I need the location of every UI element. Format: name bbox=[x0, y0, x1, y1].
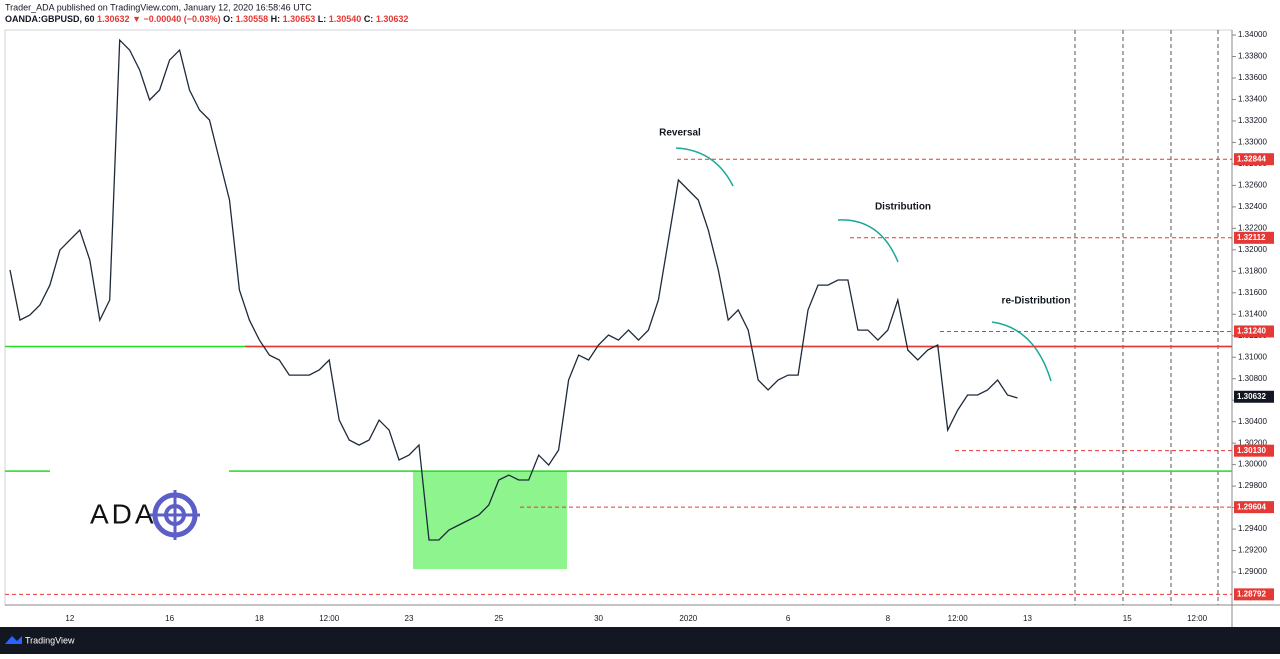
y-tick-label: 1.33200 bbox=[1238, 116, 1267, 125]
y-tick-label: 1.30800 bbox=[1238, 374, 1267, 383]
y-tick-label: 1.32400 bbox=[1238, 202, 1267, 211]
arcs bbox=[675, 147, 1052, 382]
footer-text: TradingView bbox=[25, 635, 75, 645]
ohlc-key: C: bbox=[364, 14, 374, 24]
x-tick-label: 2020 bbox=[679, 614, 697, 623]
price-box-label: 1.30130 bbox=[1237, 446, 1266, 455]
ohlc-value: 1.30540 bbox=[329, 14, 362, 24]
y-tick-label: 1.31600 bbox=[1238, 288, 1267, 297]
y-tick-label: 1.31800 bbox=[1238, 266, 1267, 275]
x-tick-label: 6 bbox=[786, 614, 791, 623]
price-box-label: 1.31240 bbox=[1237, 327, 1266, 336]
ohlc-value: 1.30632 bbox=[376, 14, 409, 24]
y-tick-label: 1.29000 bbox=[1238, 567, 1267, 576]
ohlc-key: L: bbox=[318, 14, 327, 24]
y-tick-label: 1.33400 bbox=[1238, 95, 1267, 104]
x-tick-label: 12:00 bbox=[319, 614, 340, 623]
x-tick-label: 18 bbox=[255, 614, 264, 623]
price-box bbox=[1234, 325, 1274, 338]
price-box-label: 1.30632 bbox=[1237, 392, 1266, 401]
ohlc-value: 1.30558 bbox=[236, 14, 269, 24]
y-tick-label: 1.29200 bbox=[1238, 546, 1267, 555]
ohlc-key: O: bbox=[223, 14, 233, 24]
price-box-label: 1.29604 bbox=[1237, 502, 1266, 511]
future-dividers bbox=[1074, 30, 1219, 605]
header-bg bbox=[0, 0, 1280, 30]
x-tick-label: 30 bbox=[594, 614, 603, 623]
ohlc-value: 1.30653 bbox=[283, 14, 316, 24]
y-tick-label: 1.30200 bbox=[1238, 438, 1267, 447]
y-tick-label: 1.29400 bbox=[1238, 524, 1267, 533]
logo-text: ADA bbox=[90, 498, 157, 529]
x-tick-label: 15 bbox=[1123, 614, 1132, 623]
y-tick-label: 1.33800 bbox=[1238, 52, 1267, 61]
x-tick-label: 23 bbox=[405, 614, 414, 623]
y-tick-label: 1.32000 bbox=[1238, 245, 1267, 254]
price-box bbox=[1234, 231, 1274, 244]
price-box bbox=[1234, 390, 1274, 403]
symbol: OANDA:GBPUSD, 60 bbox=[5, 14, 95, 24]
y-tick-label: 1.30000 bbox=[1238, 460, 1267, 469]
price-line bbox=[9, 38, 1018, 541]
x-tick-label: 12:00 bbox=[1187, 614, 1208, 623]
y-tick-label: 1.34000 bbox=[1238, 30, 1267, 39]
plot-area bbox=[4, 29, 1233, 606]
x-tick-label: 16 bbox=[165, 614, 174, 623]
annotation: re-Distribution bbox=[1002, 296, 1071, 307]
change: ▼ −0.00040 (−0.03%) bbox=[132, 14, 220, 24]
y-tick-label: 1.32200 bbox=[1238, 223, 1267, 232]
x-tick-label: 25 bbox=[494, 614, 503, 623]
footer-logo bbox=[5, 636, 22, 644]
y-tick-label: 1.30400 bbox=[1238, 417, 1267, 426]
chart-title: Trader_ADA published on TradingView.com,… bbox=[5, 2, 312, 12]
price-box bbox=[1234, 501, 1274, 514]
y-tick-label: 1.29800 bbox=[1238, 481, 1267, 490]
x-tick-label: 12:00 bbox=[948, 614, 969, 623]
price-box bbox=[1234, 588, 1274, 601]
price-box-label: 1.32844 bbox=[1237, 154, 1266, 163]
y-tick-label: 1.33000 bbox=[1238, 138, 1267, 147]
price-box bbox=[1234, 153, 1274, 166]
y-tick-label: 1.31400 bbox=[1238, 309, 1267, 318]
x-tick-label: 12 bbox=[65, 614, 74, 623]
x-tick-label: 13 bbox=[1023, 614, 1032, 623]
footer-bar bbox=[0, 627, 1280, 654]
y-tick-label: 1.31000 bbox=[1238, 352, 1267, 361]
price-box-label: 1.28792 bbox=[1237, 589, 1266, 598]
y-tick-label: 1.32600 bbox=[1238, 181, 1267, 190]
price-box-label: 1.32112 bbox=[1237, 233, 1266, 242]
y-tick-label: 1.33600 bbox=[1238, 73, 1267, 82]
symbol-line: OANDA:GBPUSD, 60 1.30632 ▼ −0.00040 (−0.… bbox=[5, 14, 408, 24]
ohlc-key: H: bbox=[271, 14, 281, 24]
logo-target bbox=[150, 490, 200, 540]
x-tick-label: 8 bbox=[886, 614, 891, 623]
price-box bbox=[1234, 444, 1274, 457]
annotation: Distribution bbox=[875, 202, 931, 213]
annotation: Reversal bbox=[659, 128, 701, 139]
accumulation-zone bbox=[413, 471, 567, 570]
last-price: 1.30632 bbox=[97, 14, 130, 24]
